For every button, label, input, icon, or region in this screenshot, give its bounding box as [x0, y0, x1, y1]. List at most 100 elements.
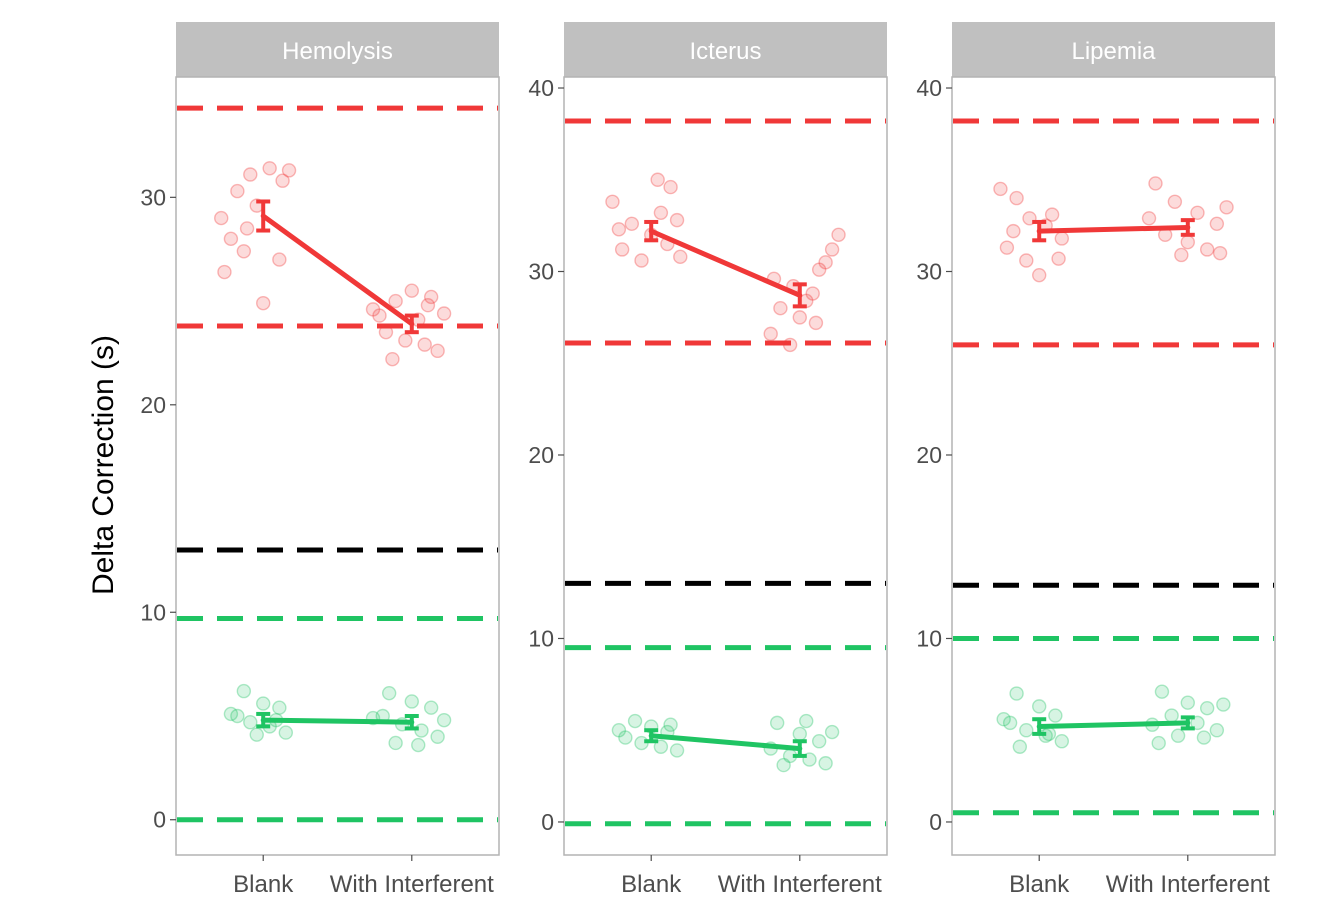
y-tick-label: 20	[140, 392, 166, 418]
data-point-low	[792, 726, 807, 742]
mean-line-low	[1036, 720, 1191, 730]
data-point-high	[417, 337, 432, 352]
data-point-low	[430, 729, 445, 744]
mean-line-high	[1036, 224, 1191, 234]
facet-strip	[564, 22, 887, 77]
data-point-low	[381, 685, 397, 701]
data-point-low	[1199, 701, 1215, 716]
data-point-high	[385, 351, 400, 367]
data-point-low	[1180, 695, 1195, 710]
data-point-low	[663, 717, 678, 732]
data-point-high	[236, 244, 252, 259]
data-point-high	[378, 324, 394, 340]
data-point-high	[372, 308, 387, 323]
facet-strip-title: Lipemia	[1071, 38, 1156, 65]
data-point-high	[230, 183, 245, 199]
x-tick-label: With Interferent	[330, 871, 494, 898]
data-point-low	[1002, 715, 1018, 731]
data-point-high	[782, 337, 798, 353]
data-point-high	[1180, 234, 1195, 250]
data-point-high	[398, 333, 413, 348]
data-point-high	[365, 302, 381, 317]
data-point-high	[650, 172, 665, 187]
data-point-high	[808, 315, 824, 331]
data-point-high	[1212, 245, 1228, 261]
y-tick-label: 20	[528, 442, 554, 468]
data-point-high	[624, 216, 640, 231]
data-point-low	[818, 756, 833, 771]
y-tick-label: 40	[916, 75, 942, 101]
data-point-low	[1012, 739, 1028, 754]
data-point-low	[404, 694, 419, 709]
data-point-high	[611, 222, 627, 237]
data-point-high	[1219, 200, 1234, 215]
data-point-high	[243, 167, 258, 182]
data-point-low	[1170, 728, 1186, 743]
data-point-low	[1164, 708, 1179, 723]
data-point-high	[404, 283, 419, 298]
data-point-high	[1209, 216, 1225, 231]
data-point-low	[1054, 734, 1070, 749]
data-point-high	[256, 295, 271, 311]
data-point-high	[763, 326, 778, 342]
facet-panel-lipemia: Lipemia 0 10 20 30 40 Blank With Interferent	[916, 22, 1276, 898]
data-point-high	[653, 205, 669, 220]
data-point-high	[420, 298, 436, 313]
data-point-low	[1216, 697, 1231, 712]
data-point-high	[262, 161, 277, 176]
data-point-low	[669, 743, 685, 758]
mean-line-high	[260, 213, 415, 327]
panel-border	[175, 76, 500, 856]
data-point-high	[217, 264, 232, 280]
y-tick-label: 10	[140, 599, 166, 625]
data-point-low	[388, 735, 403, 751]
mean-line-high	[648, 228, 803, 298]
data-point-high	[1174, 247, 1189, 263]
data-point-low	[1154, 684, 1170, 699]
x-tick-label: With Interferent	[1106, 871, 1270, 898]
data-point-high	[673, 249, 688, 265]
facet-strip	[176, 22, 499, 77]
data-point-high	[1019, 253, 1034, 268]
x-tick-label: With Interferent	[718, 871, 882, 898]
data-point-high	[214, 210, 229, 226]
mean-line-low	[260, 717, 415, 725]
data-point-low	[249, 727, 264, 742]
data-point-high	[272, 252, 287, 267]
data-point-low	[256, 696, 271, 711]
panel-border	[951, 76, 1276, 856]
data-point-high	[773, 300, 788, 316]
y-tick-label: 30	[140, 184, 166, 210]
data-point-low	[411, 737, 426, 753]
data-point-low	[799, 713, 814, 729]
data-point-low	[811, 734, 827, 749]
data-point-high	[792, 310, 807, 325]
data-point-high	[831, 227, 846, 243]
data-point-low	[243, 715, 258, 730]
data-point-high	[1006, 223, 1021, 239]
y-tick-label: 30	[528, 259, 554, 285]
facet-strip	[952, 22, 1275, 77]
data-point-high	[1199, 242, 1215, 257]
data-point-low	[272, 700, 287, 715]
data-point-low	[1019, 723, 1034, 738]
data-point-low	[423, 700, 439, 715]
facet-panel-icterus: Icterus 0 10 20 30 40 Blank With Interferent	[528, 22, 888, 898]
data-point-low	[776, 757, 791, 773]
data-point-low	[414, 723, 429, 738]
data-point-high	[1009, 190, 1024, 206]
y-tick-label: 40	[528, 75, 554, 101]
data-point-high	[1141, 211, 1157, 226]
y-tick-label: 20	[916, 442, 942, 468]
facet-strip-title: Icterus	[689, 38, 761, 65]
data-point-low	[1032, 699, 1047, 714]
data-point-high	[1167, 194, 1183, 209]
data-point-high	[614, 242, 630, 257]
data-point-high	[669, 212, 685, 228]
y-tick-label: 10	[528, 625, 554, 651]
data-point-high	[1054, 231, 1070, 246]
data-point-low	[653, 739, 669, 754]
data-point-low	[1009, 686, 1024, 701]
